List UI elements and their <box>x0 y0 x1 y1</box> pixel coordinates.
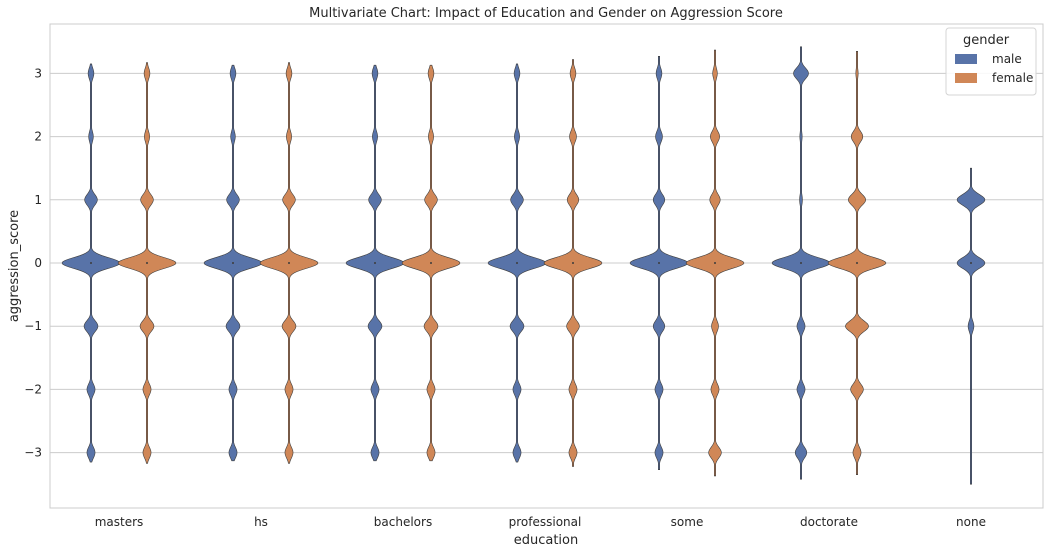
y-tick-label: −3 <box>24 446 42 460</box>
x-tick-label: hs <box>254 515 268 529</box>
median-marker <box>856 262 858 264</box>
x-tick-label: doctorate <box>800 515 858 529</box>
median-marker <box>800 262 802 264</box>
y-tick-label: 0 <box>34 256 42 270</box>
chart-title: Multivariate Chart: Impact of Education … <box>309 6 783 21</box>
y-tick-label: 2 <box>34 130 42 144</box>
plot-area <box>49 23 1044 509</box>
violins <box>61 46 986 485</box>
x-tick-label: bachelors <box>374 515 432 529</box>
y-tick-label: −2 <box>24 382 42 396</box>
legend-swatch-female <box>955 73 977 83</box>
axes: −3 −2 −1 0 1 2 3 masters hs bachelors professional… <box>24 66 986 529</box>
median-marker <box>714 262 716 264</box>
x-tick-label: some <box>671 515 704 529</box>
legend: gender male female <box>945 27 1037 96</box>
median-marker <box>232 262 234 264</box>
y-tick-label: 1 <box>34 193 42 207</box>
median-marker <box>516 262 518 264</box>
median-marker <box>572 262 574 264</box>
x-tick-label: none <box>956 515 986 529</box>
legend-label-male: male <box>992 52 1022 66</box>
median-marker <box>970 262 972 264</box>
median-marker <box>658 262 660 264</box>
median-marker <box>430 262 432 264</box>
violin-male-none <box>956 167 986 485</box>
x-tick-label: masters <box>95 515 144 529</box>
y-tick-label: −1 <box>24 319 42 333</box>
y-tick-label: 3 <box>34 66 42 80</box>
median-marker <box>146 262 148 264</box>
legend-title: gender <box>963 33 1010 48</box>
legend-swatch-male <box>955 54 977 64</box>
median-marker <box>374 262 376 264</box>
x-axis-label: education <box>514 533 579 548</box>
y-axis-label: aggression_score <box>7 210 22 322</box>
median-marker <box>90 262 92 264</box>
median-marker <box>288 262 290 264</box>
x-tick-label: professional <box>509 515 582 529</box>
legend-label-female: female <box>992 71 1033 85</box>
